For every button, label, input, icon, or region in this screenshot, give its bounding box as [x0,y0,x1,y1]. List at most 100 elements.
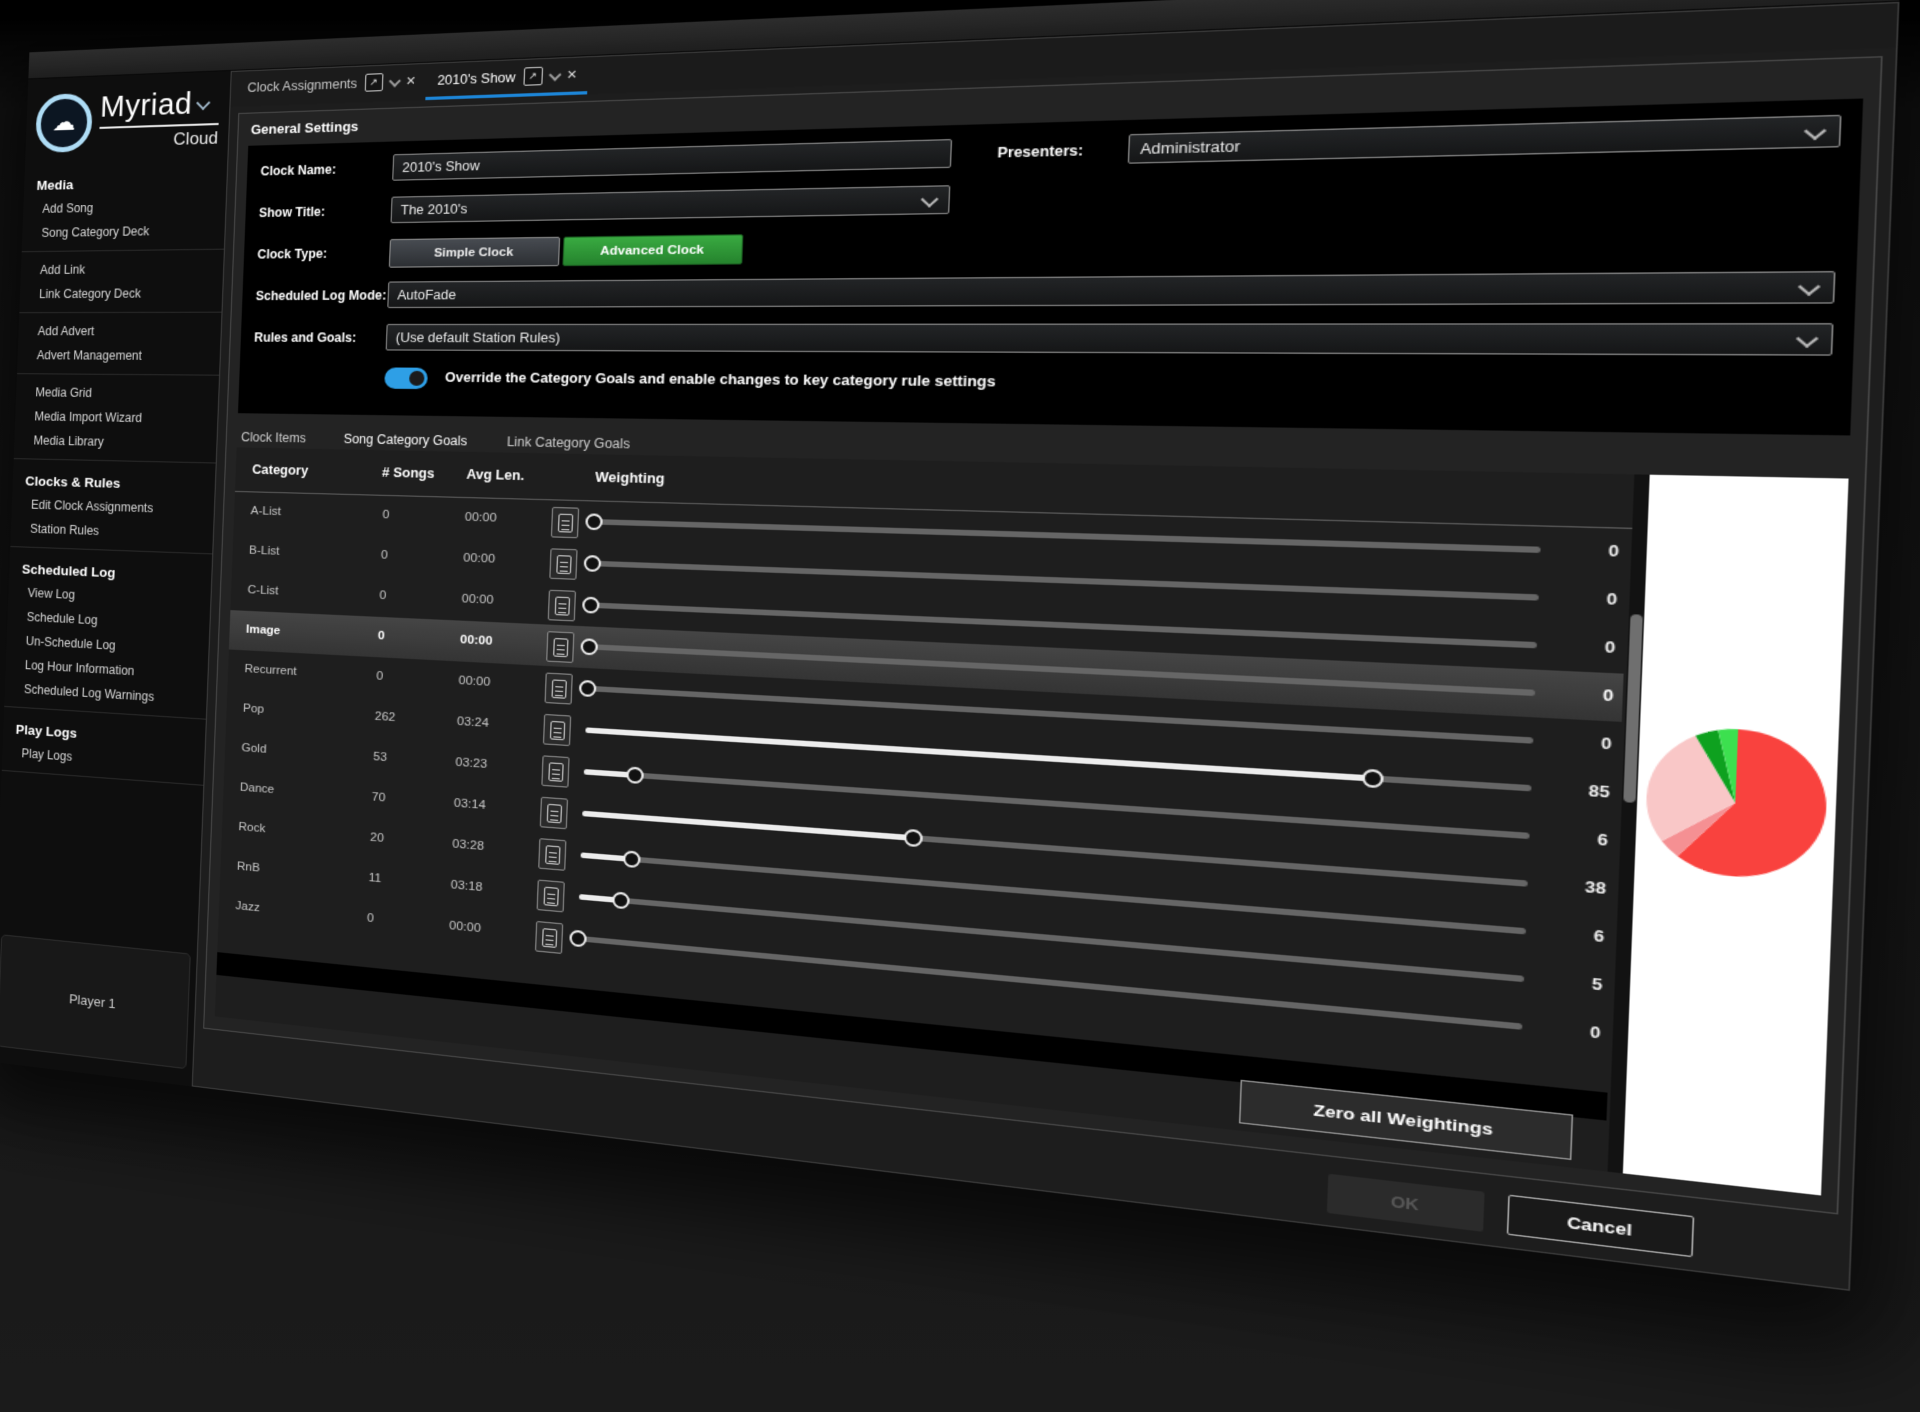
slider-handle[interactable] [582,597,600,614]
popout-icon[interactable]: ↗ [364,73,383,92]
slider-fill [582,811,912,841]
tab-2010s-show[interactable]: 2010's Show ↗ × [426,57,589,100]
clock-name-input[interactable] [392,139,952,181]
goal-category: RnB [237,860,260,874]
category-rules-button[interactable] [535,921,563,954]
category-rules-button[interactable] [551,507,579,538]
weighting-value: 0 [1531,1018,1601,1042]
sidebar-item-link-category-deck[interactable]: Link Category Deck [20,281,223,307]
brand-subtitle: Cloud [99,128,219,152]
goal-category: Gold [241,742,266,756]
sidebar-item-advert-management[interactable]: Advert Management [17,343,220,368]
tab-label: Clock Assignments [247,76,357,95]
show-title-dropdown[interactable]: The 2010's [391,185,951,223]
sidebar-item-add-advert[interactable]: Add Advert [18,319,221,344]
slider-handle[interactable] [1362,769,1384,789]
close-icon[interactable]: × [567,66,578,83]
category-rules-button[interactable] [540,797,568,830]
script-icon [554,596,569,615]
goal-avg-length: 00:00 [463,552,495,566]
toggle-knob [409,371,425,386]
slider-handle[interactable] [622,850,640,868]
slider-handle[interactable] [584,555,602,572]
popout-icon[interactable]: ↗ [523,67,543,86]
goal-category: Jazz [235,900,260,915]
sidebar-item-add-link[interactable]: Add Link [21,256,224,282]
cloud-icon: ☁ [52,111,76,136]
chevron-down-icon[interactable] [196,96,210,111]
scheduled-log-mode-label: Scheduled Log Mode: [256,288,387,303]
category-rules-button[interactable] [545,673,573,705]
category-rules-button[interactable] [541,755,569,787]
goal-songs-count: 0 [376,670,383,683]
script-icon [551,679,566,698]
slider-handle[interactable] [569,929,587,947]
script-icon [543,886,558,906]
script-icon [556,555,571,574]
goal-songs-count: 0 [382,509,389,522]
category-rules-button[interactable] [548,590,576,622]
category-rules-button[interactable] [537,880,565,913]
player-1-panel[interactable]: Player 1 [0,934,191,1069]
goal-avg-length: 03:28 [452,838,484,853]
divider [17,373,219,376]
weighting-value: 0 [1546,636,1616,657]
category-rules-button[interactable] [549,548,577,580]
sidebar-item-song-category-deck[interactable]: Song Category Deck [22,218,225,246]
category-rules-button[interactable] [538,838,566,871]
slider-handle[interactable] [612,891,630,909]
show-title-value: The 2010's [400,201,467,217]
weighting-value: 0 [1544,684,1614,705]
sidebar: ☁ Myriad Cloud Media Add Song Song Categor… [0,71,231,1086]
divider [19,312,221,314]
tab-clock-assignments[interactable]: Clock Assignments ↗ × [237,64,428,107]
goal-avg-length: 00:00 [460,634,493,649]
goal-category: A-List [250,505,281,518]
goal-avg-length: 00:00 [449,919,481,935]
goal-songs-count: 0 [378,630,385,643]
close-icon[interactable]: × [406,73,416,89]
override-goals-label: Override the Category Goals and enable c… [445,370,996,390]
sidebar-item-media-grid[interactable]: Media Grid [16,380,219,407]
category-rules-button[interactable] [543,714,571,746]
scheduled-log-mode-dropdown[interactable]: AutoFade [387,271,1835,308]
slider-handle[interactable] [580,638,598,655]
rules-and-goals-dropdown[interactable]: (Use default Station Rules) [386,323,1834,356]
show-title-label: Show Title: [259,204,326,220]
slider-handle[interactable] [585,513,603,530]
slider-handle[interactable] [903,829,923,848]
sidebar-item-media-import-wizard[interactable]: Media Import Wizard [15,404,218,431]
slider-handle[interactable] [579,680,597,697]
weighting-value: 0 [1549,541,1619,561]
override-goals-toggle[interactable] [384,367,428,389]
player-1-label: Player 1 [69,991,116,1011]
ok-button[interactable]: OK [1327,1174,1485,1232]
category-rules-button[interactable] [546,631,574,663]
weighting-pie-panel [1623,475,1849,1196]
script-icon [553,637,568,656]
chevron-down-icon[interactable] [548,68,561,80]
slider-handle[interactable] [625,766,643,784]
cancel-button[interactable]: Cancel [1507,1195,1694,1258]
sidebar-item-add-song[interactable]: Add Song [23,193,226,221]
rules-and-goals-label: Rules and Goals: [254,330,357,345]
chevron-down-icon[interactable] [388,75,400,87]
col-avg-len: Avg Len. [466,467,525,483]
brand-logo: ☁ Myriad Cloud [25,71,231,160]
chevron-down-icon [1796,330,1819,348]
divider [14,458,216,463]
advanced-clock-button[interactable]: Advanced Clock [562,234,743,266]
sidebar-item-media-library[interactable]: Media Library [14,428,217,456]
sidebar-item-station-rules[interactable]: Station Rules [11,516,214,547]
rules-and-goals-value: (Use default Station Rules) [395,330,560,345]
myriad-app-window: ☁ Myriad Cloud Media Add Song Song Categor… [0,0,1901,1291]
simple-clock-button[interactable]: Simple Clock [389,237,560,268]
goal-songs-count: 20 [370,831,384,845]
main-window: Clock Assignments ↗ × 2010's Show ↗ × Ge… [192,2,1900,1291]
goal-avg-length: 03:14 [454,797,486,812]
weighting-value: 5 [1533,970,1603,994]
weighting-value: 6 [1538,827,1608,849]
presenters-dropdown[interactable]: Administrator [1128,115,1842,164]
sidebar-nav: Media Add Song Song Category Deck Add Link L… [2,155,228,786]
goal-category: Image [246,623,281,637]
